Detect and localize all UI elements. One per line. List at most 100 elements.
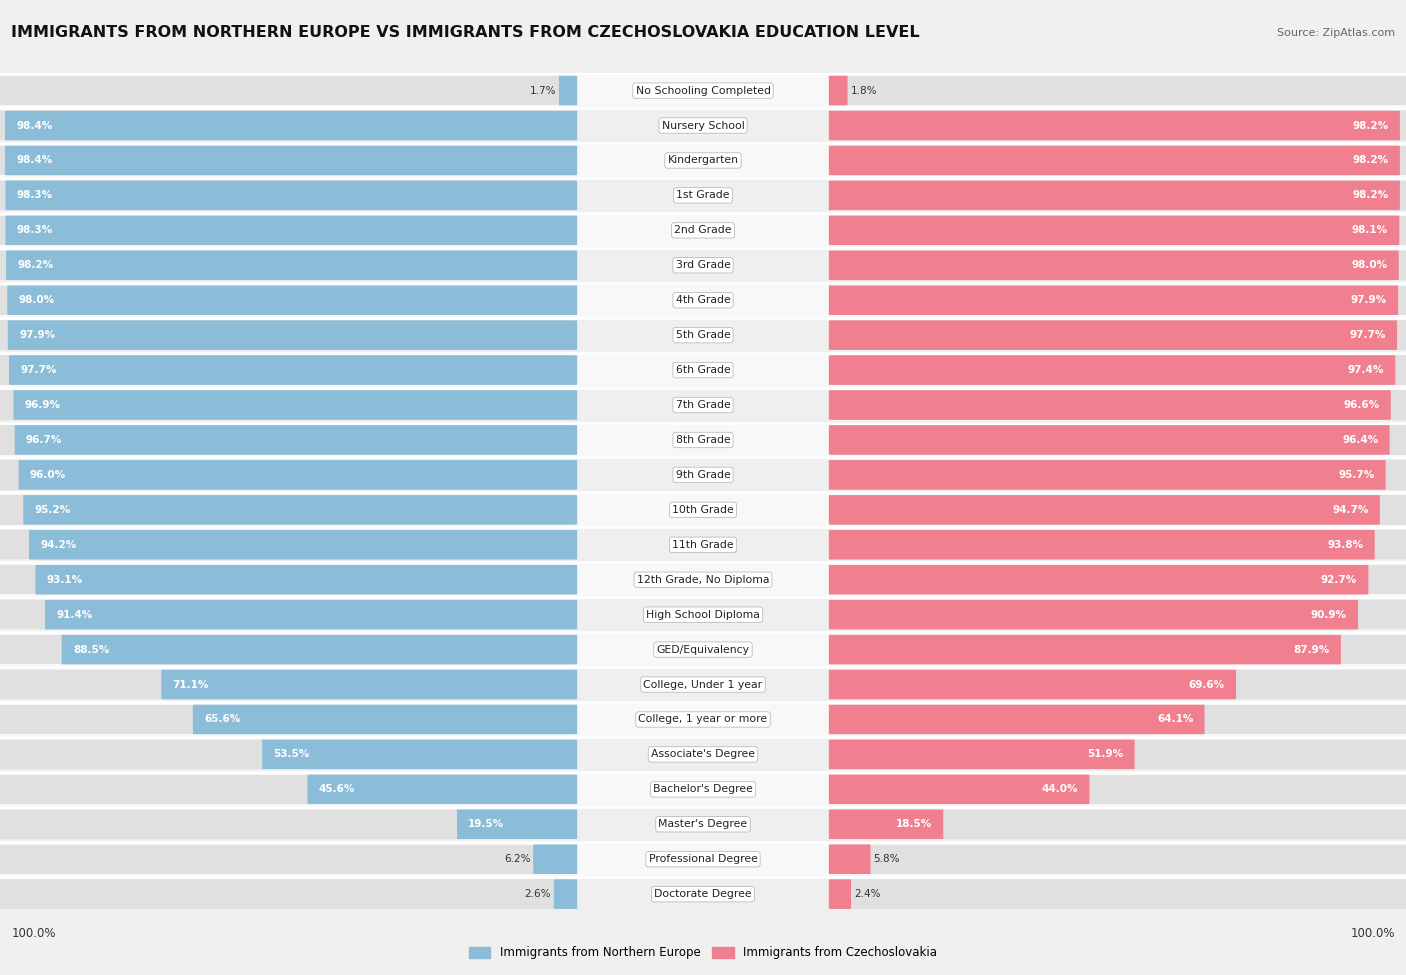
Bar <box>832 111 1406 140</box>
Bar <box>0 180 574 210</box>
Text: 53.5%: 53.5% <box>273 750 309 760</box>
FancyBboxPatch shape <box>830 530 1375 560</box>
Text: 19.5%: 19.5% <box>468 819 505 830</box>
Bar <box>832 635 1406 664</box>
Bar <box>0 390 574 419</box>
FancyBboxPatch shape <box>830 145 1400 176</box>
Text: 96.4%: 96.4% <box>1343 435 1378 445</box>
Text: 95.7%: 95.7% <box>1339 470 1374 480</box>
Bar <box>832 356 1406 385</box>
Bar <box>832 775 1406 804</box>
Bar <box>0 111 574 140</box>
Bar <box>0 460 574 489</box>
Bar <box>0 705 574 734</box>
Text: 64.1%: 64.1% <box>1157 715 1194 724</box>
Text: 98.2%: 98.2% <box>1353 190 1389 201</box>
FancyBboxPatch shape <box>830 460 1385 489</box>
FancyBboxPatch shape <box>6 111 578 140</box>
Bar <box>832 321 1406 350</box>
FancyBboxPatch shape <box>830 844 870 874</box>
Text: 93.1%: 93.1% <box>46 574 83 585</box>
Bar <box>0 844 574 874</box>
Text: 92.7%: 92.7% <box>1320 574 1357 585</box>
Text: 98.1%: 98.1% <box>1353 225 1388 235</box>
Bar <box>832 180 1406 210</box>
Text: 91.4%: 91.4% <box>56 609 93 620</box>
Bar <box>0 495 574 525</box>
Text: 90.9%: 90.9% <box>1310 609 1347 620</box>
Text: Bachelor's Degree: Bachelor's Degree <box>652 784 754 795</box>
Text: 98.2%: 98.2% <box>17 260 53 270</box>
Text: Master's Degree: Master's Degree <box>658 819 748 830</box>
Text: 98.4%: 98.4% <box>17 155 52 166</box>
FancyBboxPatch shape <box>6 180 578 211</box>
FancyBboxPatch shape <box>560 76 578 105</box>
FancyBboxPatch shape <box>162 670 578 699</box>
Bar <box>0 146 574 176</box>
Text: 8th Grade: 8th Grade <box>676 435 730 445</box>
FancyBboxPatch shape <box>830 111 1400 140</box>
Text: 96.6%: 96.6% <box>1343 400 1379 410</box>
Bar <box>832 390 1406 419</box>
FancyBboxPatch shape <box>14 390 578 420</box>
Bar <box>832 146 1406 176</box>
Bar <box>832 740 1406 769</box>
Text: 45.6%: 45.6% <box>319 784 356 795</box>
FancyBboxPatch shape <box>830 600 1358 630</box>
Bar <box>832 215 1406 245</box>
FancyBboxPatch shape <box>7 286 578 315</box>
Text: 97.4%: 97.4% <box>1348 365 1384 375</box>
Text: 6th Grade: 6th Grade <box>676 365 730 375</box>
Text: 96.9%: 96.9% <box>25 400 60 410</box>
FancyBboxPatch shape <box>193 705 578 734</box>
FancyBboxPatch shape <box>554 879 578 909</box>
FancyBboxPatch shape <box>830 740 1135 769</box>
Text: 51.9%: 51.9% <box>1087 750 1123 760</box>
FancyBboxPatch shape <box>14 425 578 454</box>
Text: IMMIGRANTS FROM NORTHERN EUROPE VS IMMIGRANTS FROM CZECHOSLOVAKIA EDUCATION LEVE: IMMIGRANTS FROM NORTHERN EUROPE VS IMMIG… <box>11 25 920 40</box>
FancyBboxPatch shape <box>830 495 1379 525</box>
Bar <box>0 740 574 769</box>
Bar <box>832 705 1406 734</box>
Text: 97.9%: 97.9% <box>20 331 55 340</box>
Bar <box>0 76 574 105</box>
Bar <box>0 251 574 280</box>
Bar <box>0 600 574 629</box>
Text: 18.5%: 18.5% <box>896 819 932 830</box>
Text: College, 1 year or more: College, 1 year or more <box>638 715 768 724</box>
Bar <box>832 809 1406 838</box>
Text: 2nd Grade: 2nd Grade <box>675 225 731 235</box>
FancyBboxPatch shape <box>18 460 578 489</box>
Text: 98.0%: 98.0% <box>18 295 55 305</box>
Bar <box>0 321 574 350</box>
Text: 5.8%: 5.8% <box>873 854 900 864</box>
Bar <box>0 566 574 595</box>
Text: 97.7%: 97.7% <box>1350 331 1386 340</box>
Text: 44.0%: 44.0% <box>1042 784 1078 795</box>
FancyBboxPatch shape <box>830 321 1398 350</box>
Text: Professional Degree: Professional Degree <box>648 854 758 864</box>
Bar <box>832 460 1406 489</box>
FancyBboxPatch shape <box>830 355 1395 385</box>
Text: 2.6%: 2.6% <box>524 889 551 899</box>
Text: 93.8%: 93.8% <box>1327 540 1364 550</box>
Text: College, Under 1 year: College, Under 1 year <box>644 680 762 689</box>
Bar <box>832 76 1406 105</box>
FancyBboxPatch shape <box>830 879 851 909</box>
FancyBboxPatch shape <box>830 286 1398 315</box>
Text: 3rd Grade: 3rd Grade <box>675 260 731 270</box>
Text: 97.7%: 97.7% <box>20 365 56 375</box>
FancyBboxPatch shape <box>830 425 1389 454</box>
Bar <box>0 356 574 385</box>
FancyBboxPatch shape <box>6 145 578 176</box>
FancyBboxPatch shape <box>830 251 1399 280</box>
Text: 5th Grade: 5th Grade <box>676 331 730 340</box>
FancyBboxPatch shape <box>262 740 578 769</box>
Bar <box>0 775 574 804</box>
FancyBboxPatch shape <box>45 600 578 630</box>
Text: 88.5%: 88.5% <box>73 644 110 654</box>
Text: 71.1%: 71.1% <box>173 680 209 689</box>
FancyBboxPatch shape <box>830 670 1236 699</box>
FancyBboxPatch shape <box>30 530 578 560</box>
Text: Nursery School: Nursery School <box>662 121 744 131</box>
